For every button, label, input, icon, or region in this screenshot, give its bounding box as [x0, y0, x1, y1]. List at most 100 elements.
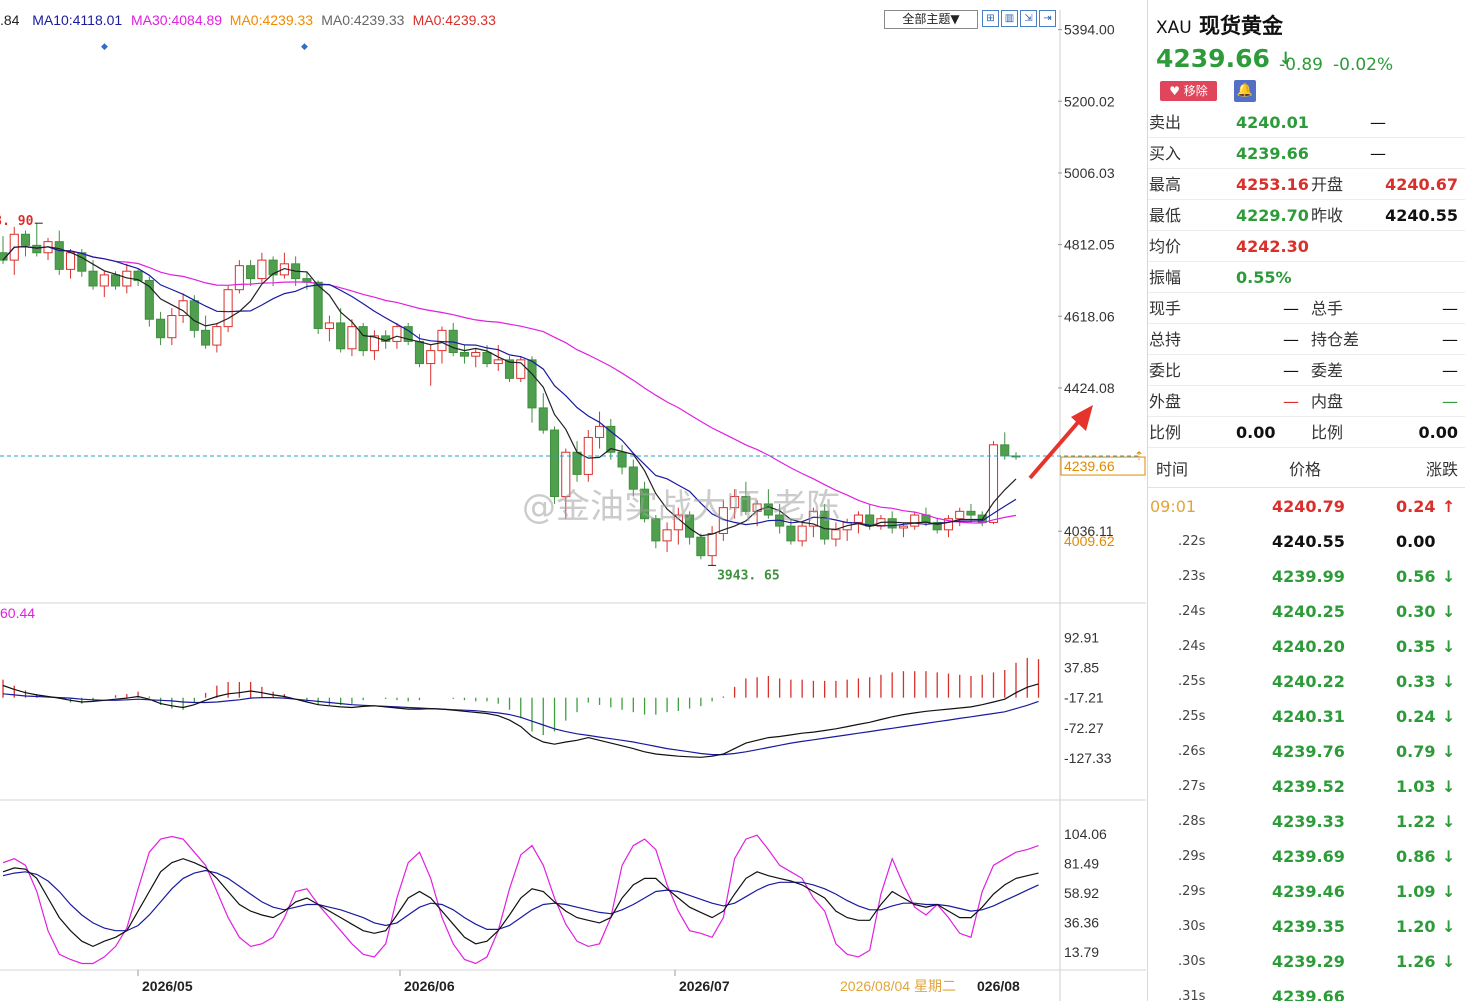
tick-change: 0.30	[1396, 602, 1436, 621]
macd-tick-label: 37.85	[1064, 660, 1099, 676]
quote-value: —	[1442, 299, 1458, 318]
candle-body	[369, 335, 379, 352]
candle-body	[549, 429, 560, 498]
tick-change: 0.79	[1396, 742, 1436, 761]
candle-body	[594, 425, 605, 438]
candle-body	[853, 514, 863, 523]
quote-label: 总持	[1149, 330, 1182, 349]
macd-legend: 60.44	[0, 605, 35, 621]
tick-row[interactable]: .26s 4239.76 0.79 ↓	[1148, 734, 1465, 769]
candle-body	[471, 351, 481, 357]
tick-row[interactable]: .30s 4239.35 1.20 ↓	[1148, 909, 1465, 944]
tick-time: .23s	[1178, 569, 1206, 584]
kdj-k-line	[2, 858, 1039, 948]
down-arrow-icon: ↓	[1442, 777, 1456, 796]
down-arrow-icon: ↓	[1442, 917, 1456, 936]
candle-body	[640, 488, 650, 520]
quote-value: 4240.01	[1236, 113, 1309, 132]
tick-change: 0.00	[1396, 532, 1436, 551]
price-tick-label: 5394.00	[1064, 22, 1115, 38]
ma-legend-item: MA0:4239.33	[321, 12, 404, 28]
trend-arrow-line	[1028, 418, 1082, 480]
candle-body	[797, 525, 807, 542]
quote-label: 昨收	[1311, 206, 1344, 225]
down-arrow-icon: ↓	[1278, 49, 1293, 69]
down-arrow-icon: ↓	[1442, 602, 1456, 621]
candle-body	[20, 233, 31, 246]
candle-body	[730, 496, 740, 509]
tick-row[interactable]: .23s 4239.99 0.56 ↓	[1148, 559, 1465, 594]
candle-body	[932, 521, 942, 531]
quote-label: 委比	[1149, 361, 1182, 380]
candle-body	[201, 329, 211, 346]
quote-value: —	[1283, 299, 1299, 318]
tick-row[interactable]: .24s 4240.25 0.30 ↓	[1148, 594, 1465, 629]
down-arrow-icon: ↓	[1442, 672, 1456, 691]
tick-table-header: 时间 价格 涨跌	[1148, 453, 1465, 488]
tick-time: .24s	[1178, 639, 1206, 654]
expand-icon[interactable]: ⇲	[1020, 10, 1037, 27]
tick-price: 4239.99	[1272, 567, 1345, 586]
quote-label: 最高	[1149, 175, 1182, 194]
quote-value: 4242.30	[1236, 237, 1309, 256]
remove-label: 移除	[1183, 84, 1208, 98]
quote-label: 开盘	[1311, 175, 1344, 194]
quote-value: 0.00	[1418, 423, 1458, 442]
bell-icon[interactable]: 🔔	[1234, 80, 1256, 102]
tick-price: 4240.31	[1272, 707, 1345, 726]
tick-row[interactable]: .24s 4240.20 0.35 ↓	[1148, 629, 1465, 664]
macd-tick-label: -127.33	[1064, 750, 1112, 766]
candle-body	[234, 265, 244, 291]
kline-chart-area[interactable]: .84 MA10:4118.01 MA30:4084.89 MA0:4239.33 MA…	[0, 0, 1147, 1001]
quote-value: —	[1442, 392, 1458, 411]
tick-change: 1.20	[1396, 917, 1436, 936]
bars-icon[interactable]: ▥	[1001, 10, 1018, 27]
candle-body	[606, 425, 616, 453]
tick-row[interactable]: .25s 4240.31 0.24 ↓	[1148, 699, 1465, 734]
tick-price: 4239.69	[1272, 847, 1345, 866]
down-arrow-icon: ↓	[1442, 812, 1456, 831]
tick-row[interactable]: 09:01 4240.79 0.24 ↑	[1148, 489, 1465, 524]
candle-body	[99, 274, 109, 287]
grid-layout-icon[interactable]: ⊞	[982, 10, 999, 27]
tick-row[interactable]: .22s 4240.55 0.00	[1148, 524, 1465, 559]
remove-watchlist-button[interactable]: ♥ 移除	[1160, 81, 1217, 101]
macd-dif-line	[2, 683, 1039, 758]
tick-row[interactable]: .31s 4239.66	[1148, 979, 1465, 1001]
change-value: -0.89	[1279, 55, 1323, 75]
fullscreen-icon[interactable]: ⇥	[1039, 10, 1056, 27]
candle-body	[426, 350, 436, 365]
quote-panel: XAU 现货黄金 4239.66 ↓ -0.89 -0.02% ♥ 移除 🔔 卖…	[1147, 0, 1465, 1001]
quote-label: 外盘	[1149, 392, 1182, 411]
tick-row[interactable]: .29s 4239.46 1.09 ↓	[1148, 874, 1465, 909]
tick-row[interactable]: .25s 4240.22 0.33 ↓	[1148, 664, 1465, 699]
down-arrow-icon: ↓	[1442, 847, 1456, 866]
candle-body	[65, 252, 76, 270]
candle-body	[144, 279, 154, 320]
quote-row: 买入 4239.66 —	[1148, 138, 1465, 169]
tick-row[interactable]: .30s 4239.29 1.26 ↓	[1148, 944, 1465, 979]
quote-row: 比例 0.00 比例 0.00	[1148, 417, 1465, 448]
theme-select-button[interactable]: 全部主题▼	[884, 10, 978, 29]
macd-tick-label: 92.91	[1064, 629, 1099, 645]
ma-legend-item: .84	[0, 12, 20, 28]
candle-body	[763, 503, 773, 516]
tick-row[interactable]: .29s 4239.69 0.86 ↓	[1148, 839, 1465, 874]
candle-body	[414, 340, 425, 365]
tick-time: .30s	[1178, 954, 1206, 969]
price-tick-label: 4009.62	[1064, 533, 1115, 549]
kdj-tick-label: 13.79	[1064, 944, 1099, 960]
quote-value: 0.55%	[1236, 268, 1292, 287]
tick-row[interactable]: .27s 4239.52 1.03 ↓	[1148, 769, 1465, 804]
candle-body	[212, 326, 222, 346]
tick-row[interactable]: .28s 4239.33 1.22 ↓	[1148, 804, 1465, 839]
header-price: 价格	[1289, 460, 1322, 479]
tick-price: 4239.35	[1272, 917, 1345, 936]
quote-value: —	[1442, 361, 1458, 380]
down-arrow-icon: ↓	[1442, 742, 1456, 761]
quote-row: 卖出 4240.01 —	[1148, 107, 1465, 138]
quote-label: 比例	[1149, 423, 1182, 442]
quote-label: 内盘	[1311, 392, 1344, 411]
candle-body	[516, 359, 526, 379]
macd-dea-line	[2, 693, 1039, 756]
